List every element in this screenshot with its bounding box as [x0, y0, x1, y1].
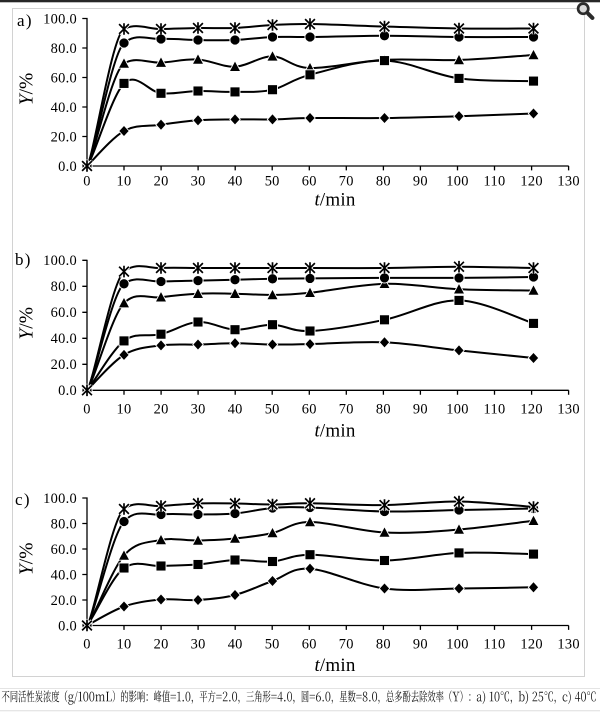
svg-text:50: 50: [265, 173, 280, 189]
svg-text:10: 10: [117, 637, 132, 653]
svg-text:90: 90: [413, 402, 428, 418]
svg-text:80: 80: [376, 637, 391, 653]
svg-text:40.0: 40.0: [51, 100, 77, 116]
svg-text:100.0: 100.0: [43, 253, 77, 269]
svg-text:60: 60: [302, 173, 317, 189]
svg-text:120: 120: [520, 173, 543, 189]
svg-text:130: 130: [557, 637, 580, 653]
svg-text:90: 90: [413, 173, 428, 189]
svg-text:0: 0: [83, 402, 91, 418]
svg-text:30: 30: [191, 173, 206, 189]
svg-text:80: 80: [376, 173, 391, 189]
svg-text:100: 100: [446, 637, 469, 653]
svg-text:130: 130: [557, 173, 580, 189]
svg-text:90: 90: [413, 637, 428, 653]
svg-text:50: 50: [265, 637, 280, 653]
svg-text:40: 40: [228, 402, 243, 418]
svg-text:20.0: 20.0: [51, 593, 77, 609]
svg-text:0: 0: [83, 173, 91, 189]
svg-text:70: 70: [339, 402, 354, 418]
svg-text:t/min: t/min: [314, 420, 355, 441]
svg-text:Y/%: Y/%: [17, 73, 38, 106]
svg-text:20: 20: [154, 402, 169, 418]
svg-text:20: 20: [154, 637, 169, 653]
svg-text:0.0: 0.0: [58, 159, 77, 175]
svg-text:70: 70: [339, 637, 354, 653]
svg-text:60.0: 60.0: [51, 542, 77, 558]
svg-text:60: 60: [302, 402, 317, 418]
svg-text:Y/%: Y/%: [17, 307, 38, 340]
svg-text:c): c): [15, 490, 31, 509]
svg-text:40: 40: [228, 173, 243, 189]
svg-text:130: 130: [557, 402, 580, 418]
svg-text:b): b): [15, 250, 32, 269]
svg-text:10: 10: [117, 402, 132, 418]
svg-text:40: 40: [228, 637, 243, 653]
svg-text:Y/%: Y/%: [17, 543, 38, 576]
svg-text:100: 100: [446, 173, 469, 189]
svg-text:50: 50: [265, 402, 280, 418]
svg-text:30: 30: [191, 402, 206, 418]
svg-text:a): a): [17, 11, 33, 30]
svg-text:80: 80: [376, 402, 391, 418]
svg-text:0.0: 0.0: [58, 618, 77, 634]
svg-text:40.0: 40.0: [51, 331, 77, 347]
svg-text:60.0: 60.0: [51, 305, 77, 321]
svg-text:20.0: 20.0: [51, 129, 77, 145]
svg-text:80.0: 80.0: [51, 279, 77, 295]
svg-text:0.0: 0.0: [58, 383, 77, 399]
svg-text:t/min: t/min: [314, 655, 355, 676]
svg-text:70: 70: [339, 173, 354, 189]
svg-text:60.0: 60.0: [51, 70, 77, 86]
svg-text:60: 60: [302, 637, 317, 653]
svg-text:100.0: 100.0: [43, 11, 77, 27]
svg-text:80.0: 80.0: [51, 41, 77, 57]
svg-text:10: 10: [117, 173, 132, 189]
svg-text:20.0: 20.0: [51, 357, 77, 373]
svg-text:30: 30: [191, 637, 206, 653]
svg-text:100.0: 100.0: [43, 491, 77, 507]
svg-text:t/min: t/min: [314, 189, 355, 210]
svg-text:110: 110: [484, 402, 506, 418]
svg-text:0: 0: [83, 637, 91, 653]
svg-text:110: 110: [484, 173, 506, 189]
svg-text:20: 20: [154, 173, 169, 189]
svg-text:110: 110: [484, 637, 506, 653]
svg-text:120: 120: [520, 402, 543, 418]
svg-text:80.0: 80.0: [51, 516, 77, 532]
svg-text:120: 120: [520, 637, 543, 653]
svg-text:100: 100: [446, 402, 469, 418]
svg-text:40.0: 40.0: [51, 567, 77, 583]
